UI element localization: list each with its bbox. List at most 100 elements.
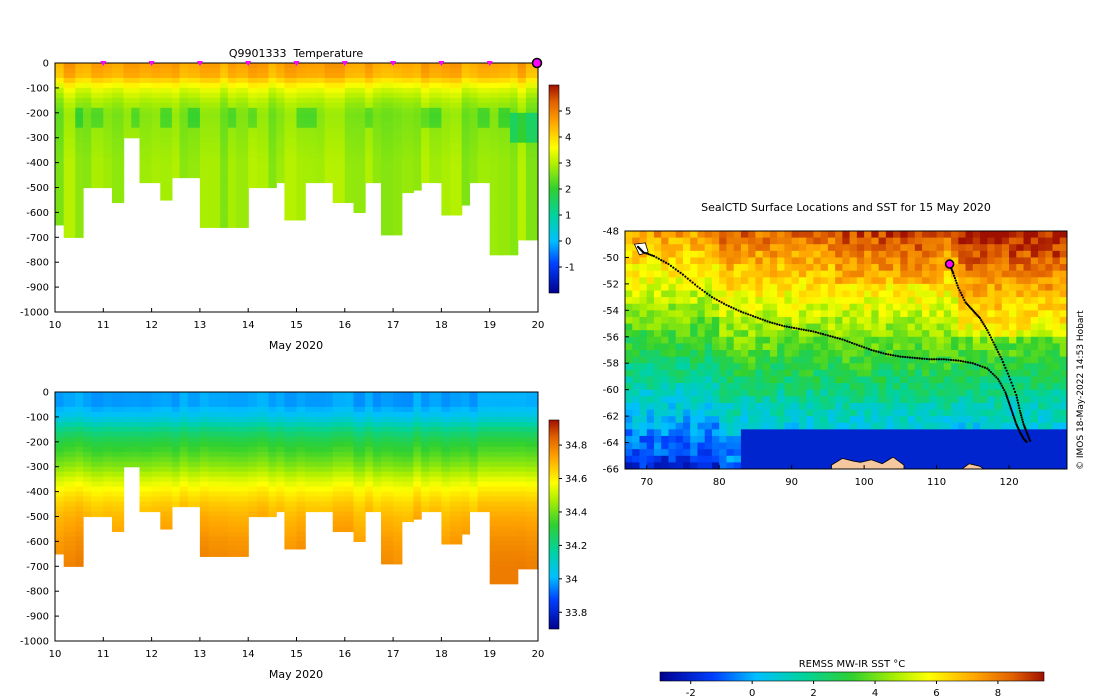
- profile-cell: [208, 401, 221, 408]
- profile-cell: [429, 471, 442, 478]
- profile-cell: [489, 117, 499, 124]
- profile-cell: [151, 117, 161, 124]
- sst-cell: [922, 257, 930, 265]
- sst-cell: [893, 376, 901, 384]
- profile-cell: [332, 197, 346, 204]
- profile-cell: [227, 546, 237, 552]
- sst-cell: [740, 323, 749, 331]
- sst-cell: [632, 356, 641, 364]
- profile-cell: [413, 112, 422, 119]
- profile-cell: [489, 431, 499, 438]
- profile-cell: [525, 177, 538, 184]
- sst-cell: [726, 376, 735, 384]
- profile-cell: [55, 531, 65, 538]
- profile-cell: [421, 122, 430, 129]
- colorbar-tick-label: 34.8: [565, 441, 587, 452]
- sst-cell: [827, 369, 836, 378]
- profile-cell: [63, 456, 76, 463]
- sst-cell: [813, 250, 822, 259]
- profile-cell: [316, 112, 326, 119]
- profile-cell: [63, 122, 76, 129]
- sst-cell: [777, 290, 786, 298]
- profile-cell: [208, 546, 221, 552]
- profile-cell: [103, 511, 113, 518]
- profile-cell: [421, 97, 430, 104]
- profile-cell: [296, 476, 306, 483]
- sst-cell: [704, 356, 713, 364]
- sst-cell: [711, 422, 720, 430]
- profile-cell: [296, 392, 306, 398]
- sst-cell: [813, 237, 822, 245]
- profile-cell: [220, 461, 229, 468]
- profile-cell: [199, 157, 210, 164]
- profile-cell: [103, 481, 113, 488]
- profile-cell: [332, 446, 346, 453]
- sst-cell: [625, 323, 633, 331]
- sst-cell: [864, 316, 872, 325]
- profile-cell: [441, 421, 451, 428]
- profile-cell: [268, 177, 277, 184]
- profile-cell: [151, 142, 161, 149]
- profile-cell: [517, 167, 527, 174]
- profile-cell: [372, 451, 382, 458]
- profile-cell: [103, 112, 113, 119]
- profile-cell: [344, 406, 355, 413]
- sst-cell: [835, 237, 843, 245]
- profile-cell: [461, 192, 471, 199]
- profile-cell: [160, 107, 173, 114]
- profile-cell: [179, 137, 189, 144]
- sst-cell: [690, 323, 699, 331]
- sst-cell: [943, 369, 952, 378]
- profile-cell: [75, 416, 84, 423]
- profile-cell: [55, 496, 65, 503]
- sst-cell: [936, 343, 945, 351]
- profile-cell: [63, 167, 76, 174]
- sst-cell: [798, 350, 807, 358]
- profile-cell: [91, 511, 104, 518]
- profile-cell: [509, 576, 519, 582]
- sst-cell: [625, 316, 633, 325]
- profile-cell: [91, 87, 104, 94]
- profile-cell: [268, 82, 277, 89]
- profile-cell: [284, 506, 298, 513]
- profile-cell: [296, 491, 306, 498]
- profile-cell: [305, 426, 318, 433]
- profile-cell: [381, 531, 394, 538]
- profile-cell: [381, 147, 394, 154]
- sst-cell: [922, 330, 930, 338]
- profile-cell: [151, 451, 161, 458]
- sst-cell: [936, 316, 945, 325]
- profile-cell: [509, 581, 519, 585]
- profile-cell: [268, 392, 277, 398]
- sst-cell: [690, 277, 699, 285]
- profile-cell: [401, 172, 414, 179]
- sst-cell: [885, 389, 894, 397]
- sst-cell: [719, 237, 728, 245]
- profile-cell: [393, 396, 403, 403]
- profile-cell: [332, 496, 346, 503]
- profile-cell: [111, 496, 125, 503]
- profile-cell: [441, 102, 451, 109]
- profile-cell: [305, 63, 318, 69]
- sst-cell: [755, 277, 764, 285]
- profile-cell: [208, 157, 221, 164]
- sst-cell: [856, 376, 865, 384]
- sst-cell: [755, 350, 764, 358]
- profile-cell: [332, 117, 346, 124]
- sst-cell: [675, 244, 684, 252]
- profile-cell: [525, 187, 538, 194]
- sst-cell: [936, 277, 945, 285]
- sst-cell: [820, 369, 829, 378]
- sst-cell: [784, 449, 793, 457]
- profile-cell: [461, 172, 471, 179]
- sst-cell: [668, 383, 677, 391]
- profile-cell: [393, 227, 403, 233]
- sst-cell: [827, 290, 836, 298]
- sst-cell: [697, 383, 706, 391]
- sst-cell: [682, 422, 691, 430]
- profile-cell: [55, 112, 65, 119]
- profile-cell: [509, 222, 519, 228]
- sst-cell: [980, 303, 988, 311]
- sst-cell: [965, 416, 974, 424]
- profile-cell: [199, 107, 210, 114]
